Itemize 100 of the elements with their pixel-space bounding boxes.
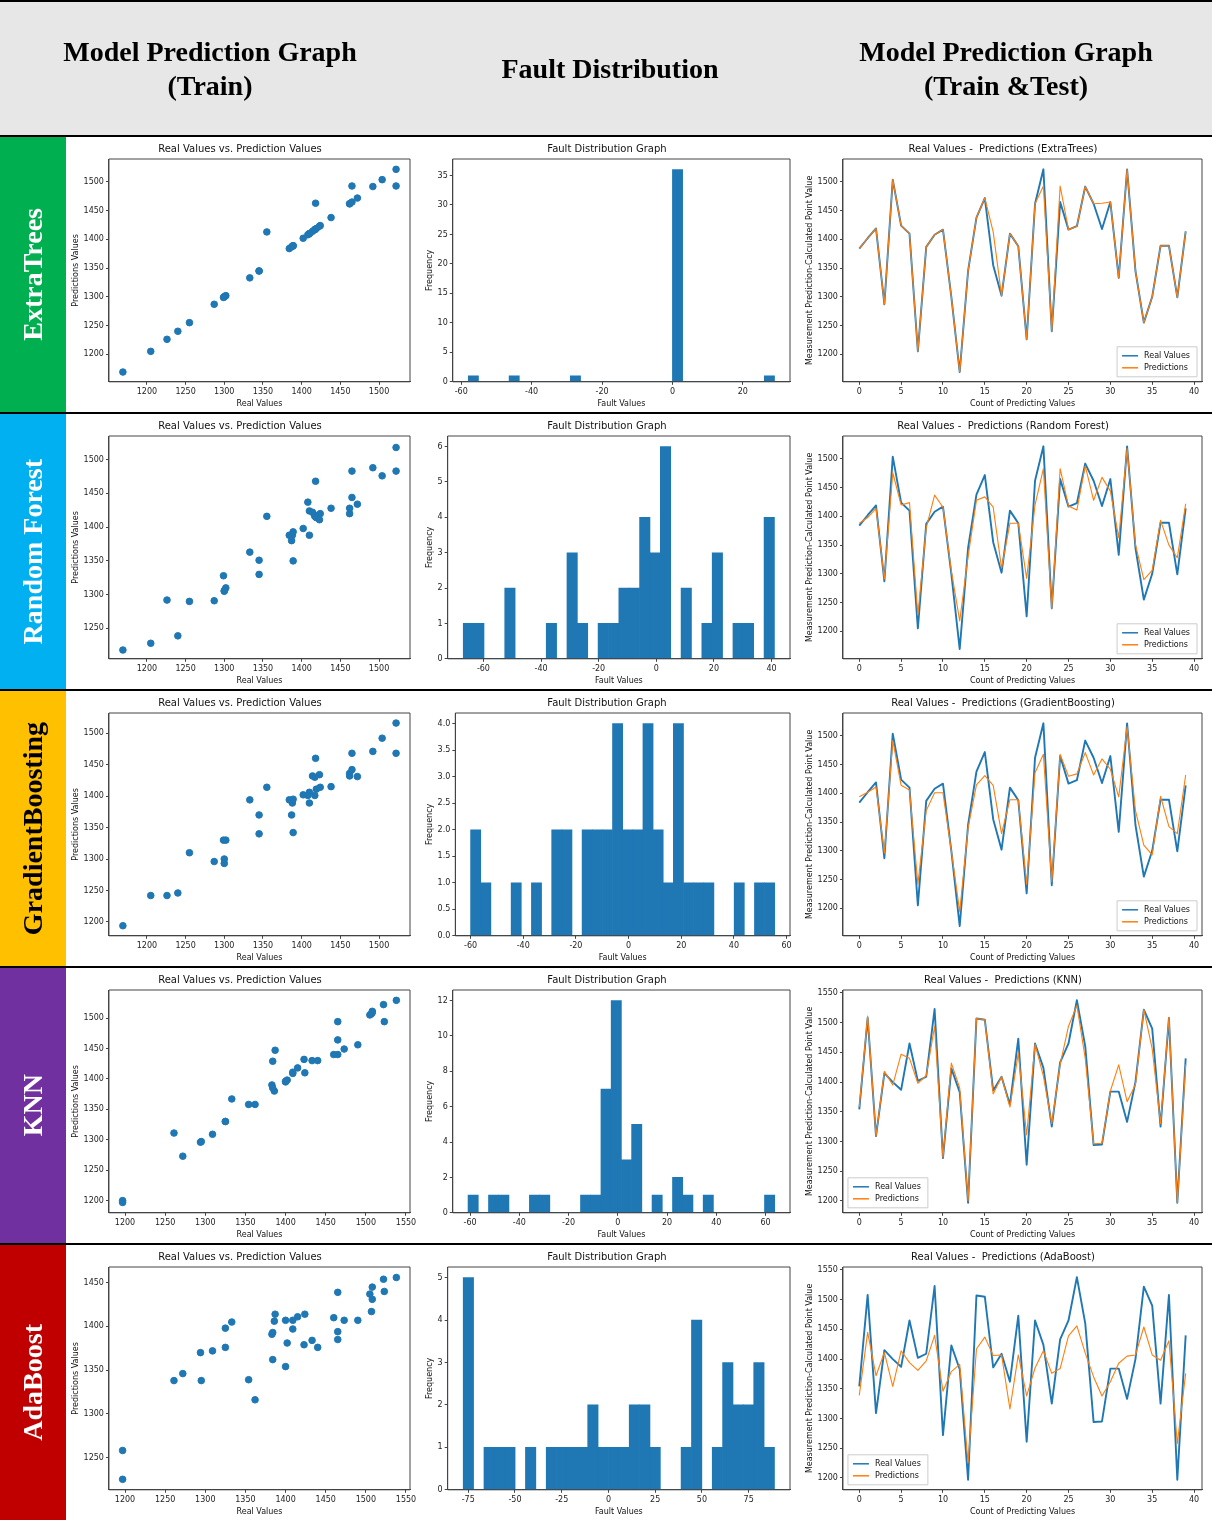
y-tick-label: 1250: [83, 1165, 104, 1175]
x-tick-label: 25: [1063, 940, 1074, 950]
y-tick-label: 1450: [817, 1324, 838, 1334]
chart-title: Real Values vs. Prediction Values: [158, 696, 322, 708]
chart-title: Real Values - Predictions (GradientBoosting): [891, 696, 1115, 708]
x-tick-label: 25: [1063, 386, 1074, 396]
y-tick-label: 1350: [817, 1106, 838, 1116]
category-label: Random Forest: [17, 458, 49, 645]
x-tick-label: 35: [1147, 386, 1158, 396]
x-axis-title: Fault Values: [597, 1230, 646, 1240]
y-tick-label: 1450: [817, 205, 838, 215]
x-tick-label: 25: [1063, 663, 1074, 673]
x-tick-label: 0: [605, 1494, 612, 1504]
y-tick-label: 1500: [817, 731, 838, 741]
y-tick-label: 3.5: [437, 745, 451, 755]
x-tick-label: 15: [979, 1494, 990, 1504]
x-tick-label: 35: [1147, 940, 1158, 950]
chart-title: Real Values - Predictions (Random Forest): [897, 419, 1109, 431]
y-tick-label: 4: [437, 1315, 443, 1325]
y-tick-label: 1300: [817, 568, 838, 578]
y-tick-label: 1450: [817, 759, 838, 769]
x-tick-label: 20: [661, 1217, 673, 1227]
y-tick-label: 1400: [817, 1354, 838, 1364]
x-tick-label: 1500: [355, 1494, 377, 1504]
category-label: GradientBoosting: [17, 721, 49, 936]
x-tick-label: 0: [856, 940, 862, 950]
chart-title: Real Values - Predictions (AdaBoost): [911, 1250, 1095, 1262]
chart-title: Fault Distribution Graph: [547, 1250, 667, 1262]
y-tick-label: 0.5: [437, 904, 451, 914]
x-tick-label: -20: [592, 663, 606, 673]
y-tick-label: 1.5: [437, 851, 451, 861]
x-tick-label: 1450: [330, 940, 351, 950]
x-tick-label: 40: [1188, 1217, 1200, 1227]
y-tick-label: 0.0: [437, 930, 451, 940]
x-tick-label: 75: [743, 1494, 754, 1504]
text: Fault Distribution: [501, 51, 719, 86]
y-tick-label: 1500: [83, 454, 104, 464]
y-tick-label: 1.0: [437, 877, 451, 887]
x-tick-label: 1300: [214, 663, 235, 673]
y-tick-label: 5: [437, 477, 443, 487]
y-tick-label: 1300: [83, 589, 104, 599]
x-tick-label: 5: [898, 663, 904, 673]
y-tick-label: 1250: [83, 885, 104, 895]
x-tick-label: 40: [728, 940, 740, 950]
y-axis-title: Measurement Prediction-Calculated Point Value: [804, 729, 814, 920]
y-tick-label: 1450: [817, 1047, 838, 1057]
x-tick-label: 40: [1188, 1494, 1200, 1504]
x-tick-label: -40: [534, 663, 548, 673]
y-tick-label: 1250: [83, 1452, 104, 1462]
x-tick-label: -60: [463, 1217, 477, 1227]
y-axis-title: Measurement Prediction-Calculated Point Value: [804, 1006, 814, 1197]
x-axis-title: Real Values: [236, 1507, 283, 1517]
y-tick-label: 0: [442, 1207, 448, 1217]
x-tick-label: 50: [696, 1494, 708, 1504]
x-tick-label: 10: [937, 1494, 949, 1504]
x-tick-label: 1400: [275, 1494, 296, 1504]
x-axis-title: Fault Values: [597, 399, 646, 409]
x-tick-label: 1200: [114, 1217, 136, 1227]
x-tick-label: 1400: [291, 386, 312, 396]
x-tick-label: 30: [1105, 386, 1116, 396]
x-tick-label: 1450: [330, 386, 351, 396]
y-tick-label: 1350: [817, 263, 838, 273]
x-tick-label: 1250: [175, 386, 196, 396]
y-axis-title: Predictions Values: [70, 234, 80, 307]
y-tick-label: 1300: [83, 854, 104, 864]
y-tick-label: 1300: [817, 1413, 838, 1423]
y-tick-label: 2: [437, 1400, 443, 1409]
x-tick-label: 15: [979, 386, 990, 396]
x-tick-label: 0: [653, 663, 659, 673]
y-tick-label: 0: [442, 376, 448, 386]
x-tick-label: 1400: [275, 1217, 296, 1227]
y-tick-label: 12: [437, 995, 448, 1005]
y-tick-label: 35: [437, 170, 448, 180]
y-tick-label: 1300: [83, 1408, 104, 1418]
x-tick-label: 20: [1021, 940, 1032, 950]
text: Model Prediction Graph (Train): [62, 34, 358, 103]
x-tick-label: 0: [856, 1217, 862, 1227]
x-axis-title: Real Values: [236, 1230, 283, 1240]
x-tick-label: 35: [1147, 1217, 1158, 1227]
y-tick-label: 1300: [817, 291, 838, 301]
y-tick-label: 1350: [83, 555, 104, 565]
y-tick-label: 1350: [817, 540, 838, 550]
y-tick-label: 1200: [817, 1473, 838, 1482]
x-tick-label: 1500: [355, 1217, 377, 1227]
y-tick-label: 15: [437, 288, 448, 298]
x-tick-label: 1350: [252, 663, 274, 673]
x-tick-label: 5: [898, 1494, 904, 1504]
y-tick-label: 1500: [83, 728, 104, 738]
y-tick-label: 1550: [817, 988, 838, 998]
y-tick-label: 6: [442, 1101, 448, 1111]
y-tick-label: 1350: [83, 822, 104, 832]
y-tick-label: 5: [442, 347, 448, 357]
y-tick-label: 8: [442, 1066, 448, 1076]
y-axis-title: Predictions Values: [70, 511, 80, 584]
x-tick-label: 30: [1105, 663, 1116, 673]
y-tick-label: 1400: [83, 791, 104, 801]
x-tick-label: 10: [937, 663, 949, 673]
x-axis-title: Fault Values: [594, 676, 643, 686]
y-tick-label: 2: [437, 583, 443, 593]
x-tick-label: -60: [454, 386, 468, 396]
